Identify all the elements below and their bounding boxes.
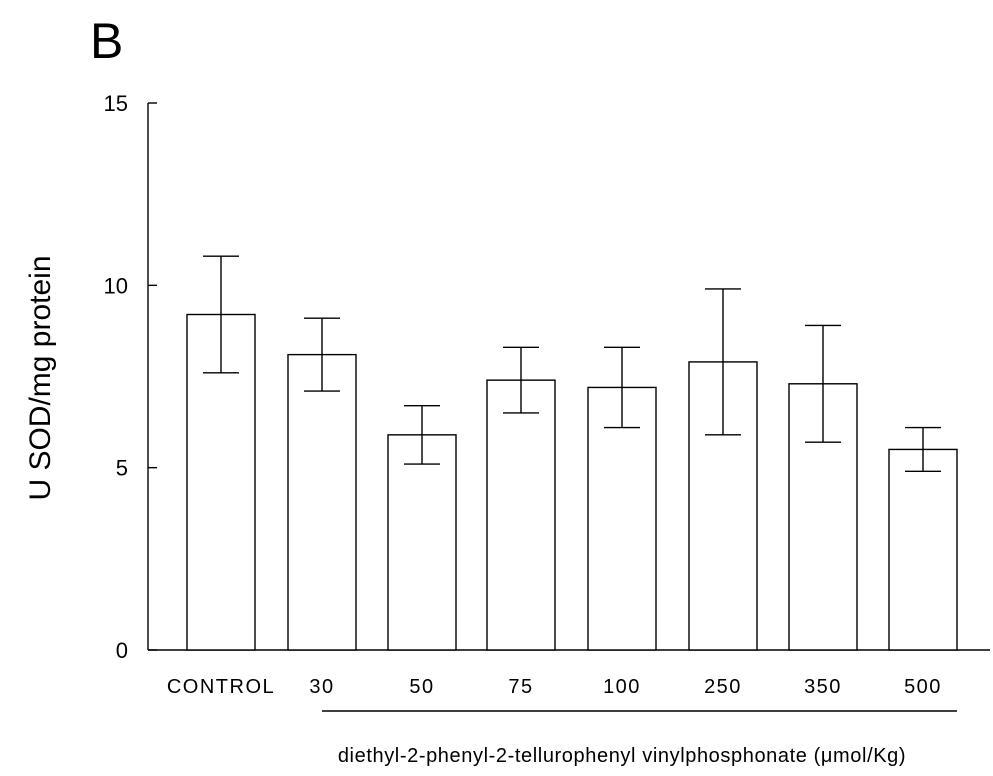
bar	[587, 386, 657, 651]
panel-label: B	[90, 13, 123, 69]
y-ticks: 0 5 10 15	[104, 91, 157, 663]
x-tick-label: 250	[704, 676, 742, 698]
x-axis-label: diethyl-2-phenyl-2-tellurophenyl vinylph…	[338, 745, 906, 767]
y-tick-label: 0	[116, 638, 128, 663]
x-tick-label: 75	[508, 676, 533, 698]
bar	[287, 353, 357, 651]
bar	[888, 448, 958, 651]
bars	[186, 313, 958, 651]
x-tick-label: 500	[904, 676, 942, 698]
x-tick-label: 100	[603, 676, 641, 698]
x-tick-label: 50	[409, 676, 434, 698]
y-tick-label: 15	[104, 91, 128, 116]
error-bars	[203, 255, 941, 473]
x-tick-label: 350	[804, 676, 842, 698]
x-tick-labels: CONTROL 30 50 75 100 250 350 500	[167, 676, 942, 698]
x-tick-label: CONTROL	[167, 676, 275, 698]
x-tick-label: 30	[309, 676, 334, 698]
y-axis-label: U SOD/mg protein	[24, 255, 57, 500]
y-tick-label: 5	[116, 456, 128, 481]
bar	[387, 434, 457, 651]
y-tick-label: 10	[104, 273, 128, 298]
bar	[486, 379, 556, 651]
